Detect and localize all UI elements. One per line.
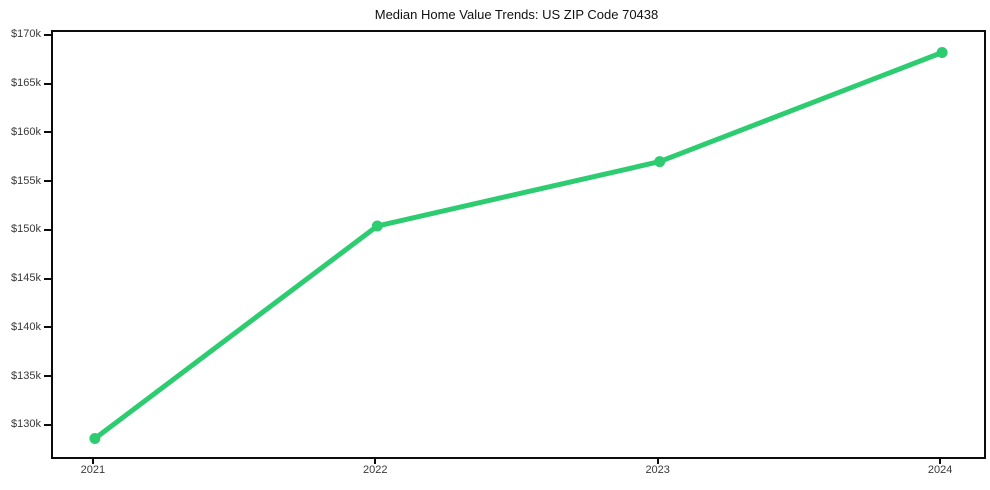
trend-line <box>92 50 945 441</box>
line-plot <box>89 47 948 444</box>
x-tick-label: 2023 <box>645 464 670 476</box>
data-point <box>654 156 666 168</box>
y-tick-label: $150k <box>11 223 41 236</box>
data-point <box>371 220 383 232</box>
y-tick-label: $165k <box>11 77 41 90</box>
chart-title: Median Home Value Trends: US ZIP Code 70… <box>374 7 659 22</box>
y-tick-mark <box>44 180 51 183</box>
y-tick-mark <box>44 326 51 329</box>
data-point <box>936 47 948 58</box>
y-tick-label: $135k <box>11 369 41 382</box>
x-tick-label: 2021 <box>80 464 106 476</box>
x-tick-mark <box>374 457 377 464</box>
x-tick-mark <box>939 457 942 464</box>
y-tick-mark <box>44 423 51 426</box>
y-tick-label: $155k <box>11 174 41 187</box>
y-tick-mark <box>44 375 51 378</box>
x-tick-mark <box>656 457 659 464</box>
y-tick-mark <box>44 82 51 85</box>
y-tick-label: $140k <box>11 320 41 333</box>
y-tick-label: $160k <box>11 125 41 138</box>
y-tick-mark <box>44 277 51 280</box>
y-tick-label: $130k <box>11 418 41 431</box>
y-tick-label: $145k <box>11 272 41 285</box>
x-tick-label: 2022 <box>363 464 388 476</box>
y-tick-mark <box>44 33 51 36</box>
y-tick-mark <box>44 131 51 134</box>
data-point <box>89 433 101 444</box>
y-tick-mark <box>44 228 51 231</box>
y-tick-label: $170k <box>11 28 41 41</box>
x-tick-mark <box>91 457 94 464</box>
x-tick-label: 2024 <box>927 464 953 476</box>
plot-area <box>51 30 986 459</box>
